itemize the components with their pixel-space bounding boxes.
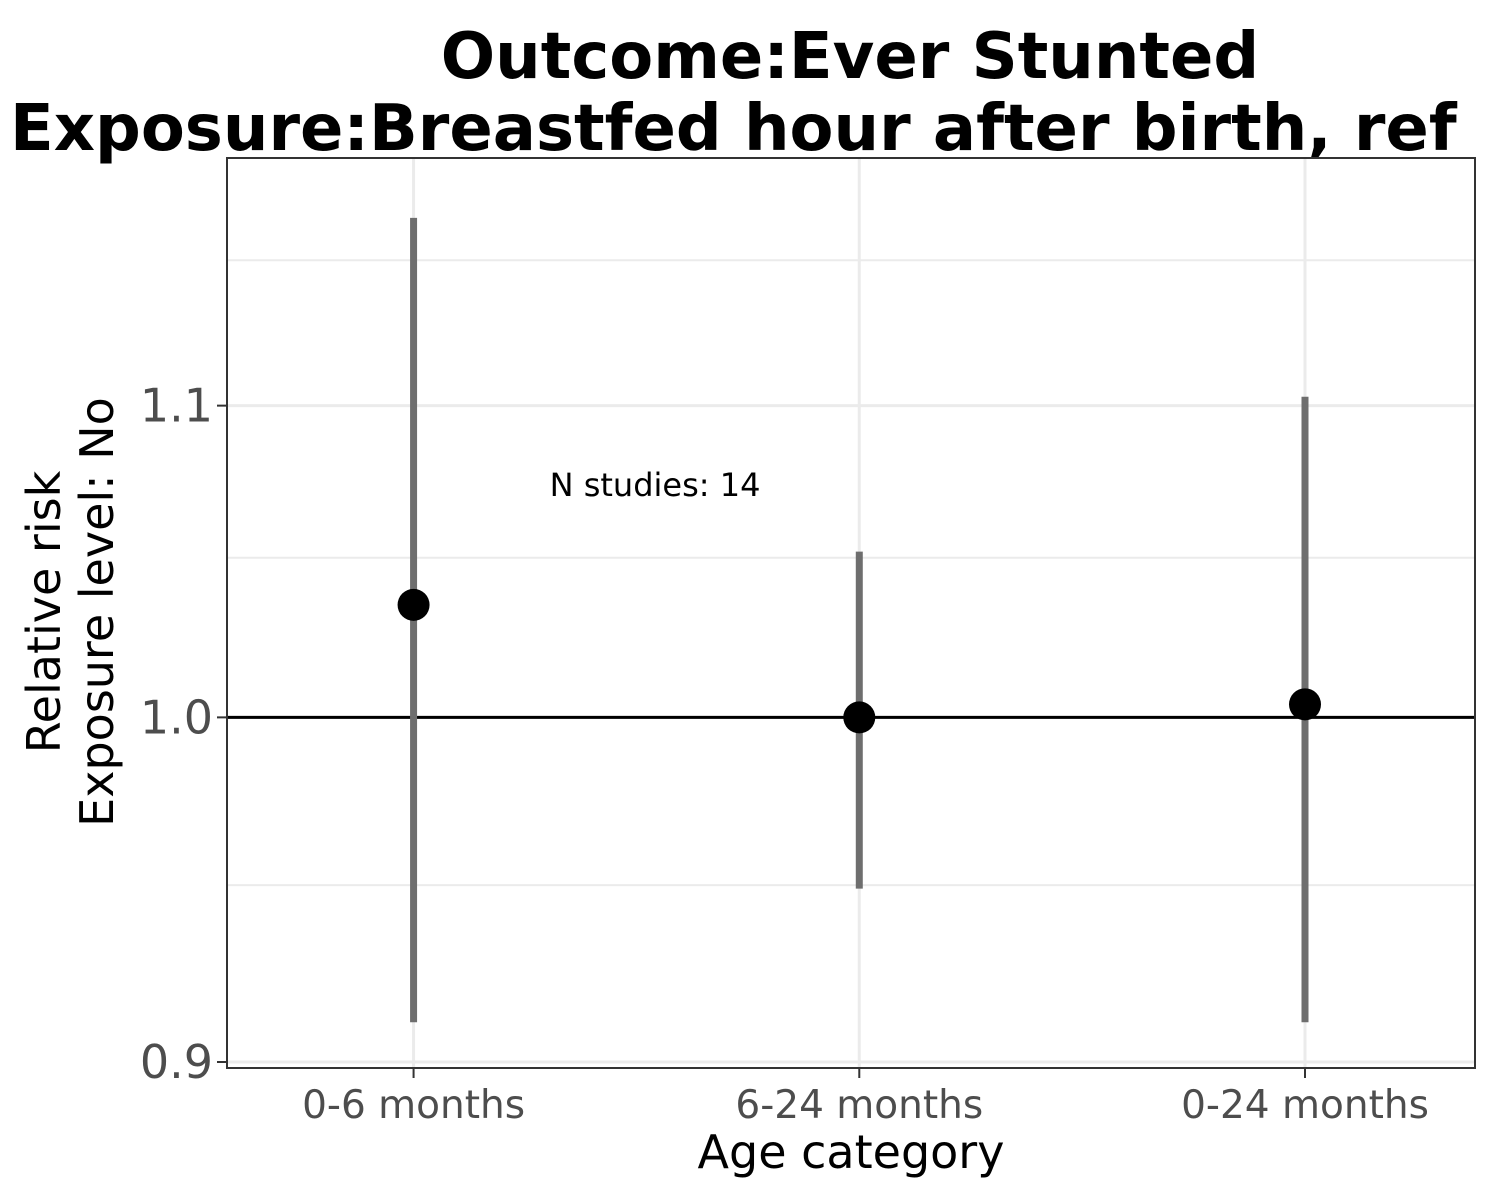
x-tick-label: 0-6 months xyxy=(302,1083,525,1128)
x-tick-label: 6-24 months xyxy=(735,1083,983,1128)
chart-title-line1: Outcome:Ever Stunted xyxy=(441,20,1259,94)
y-axis-title-line1: Relative risk xyxy=(17,470,71,753)
point-estimates xyxy=(397,588,1321,734)
n-studies-annotation: N studies: 14 xyxy=(550,466,761,504)
y-tick-label: 0.9 xyxy=(140,1035,213,1089)
x-axis: 0-6 months 6-24 months 0-24 months xyxy=(302,1068,1429,1128)
x-tick-label: 0-24 months xyxy=(1181,1083,1429,1128)
panel-border xyxy=(226,157,1476,1069)
y-tick-label: 1.1 xyxy=(140,379,213,433)
point-estimate xyxy=(843,701,876,734)
chart-title-line2: Exposure:Breastfed hour after birth, ref xyxy=(10,92,1458,166)
y-tick-label: 1.0 xyxy=(140,690,213,744)
point-estimate xyxy=(397,588,430,621)
y-axis: 0.9 1.0 1.1 xyxy=(140,379,227,1089)
point-estimate xyxy=(1289,688,1321,721)
y-axis-title-line2: Exposure level: No xyxy=(70,397,124,827)
x-axis-title: Age category xyxy=(698,1125,1005,1179)
